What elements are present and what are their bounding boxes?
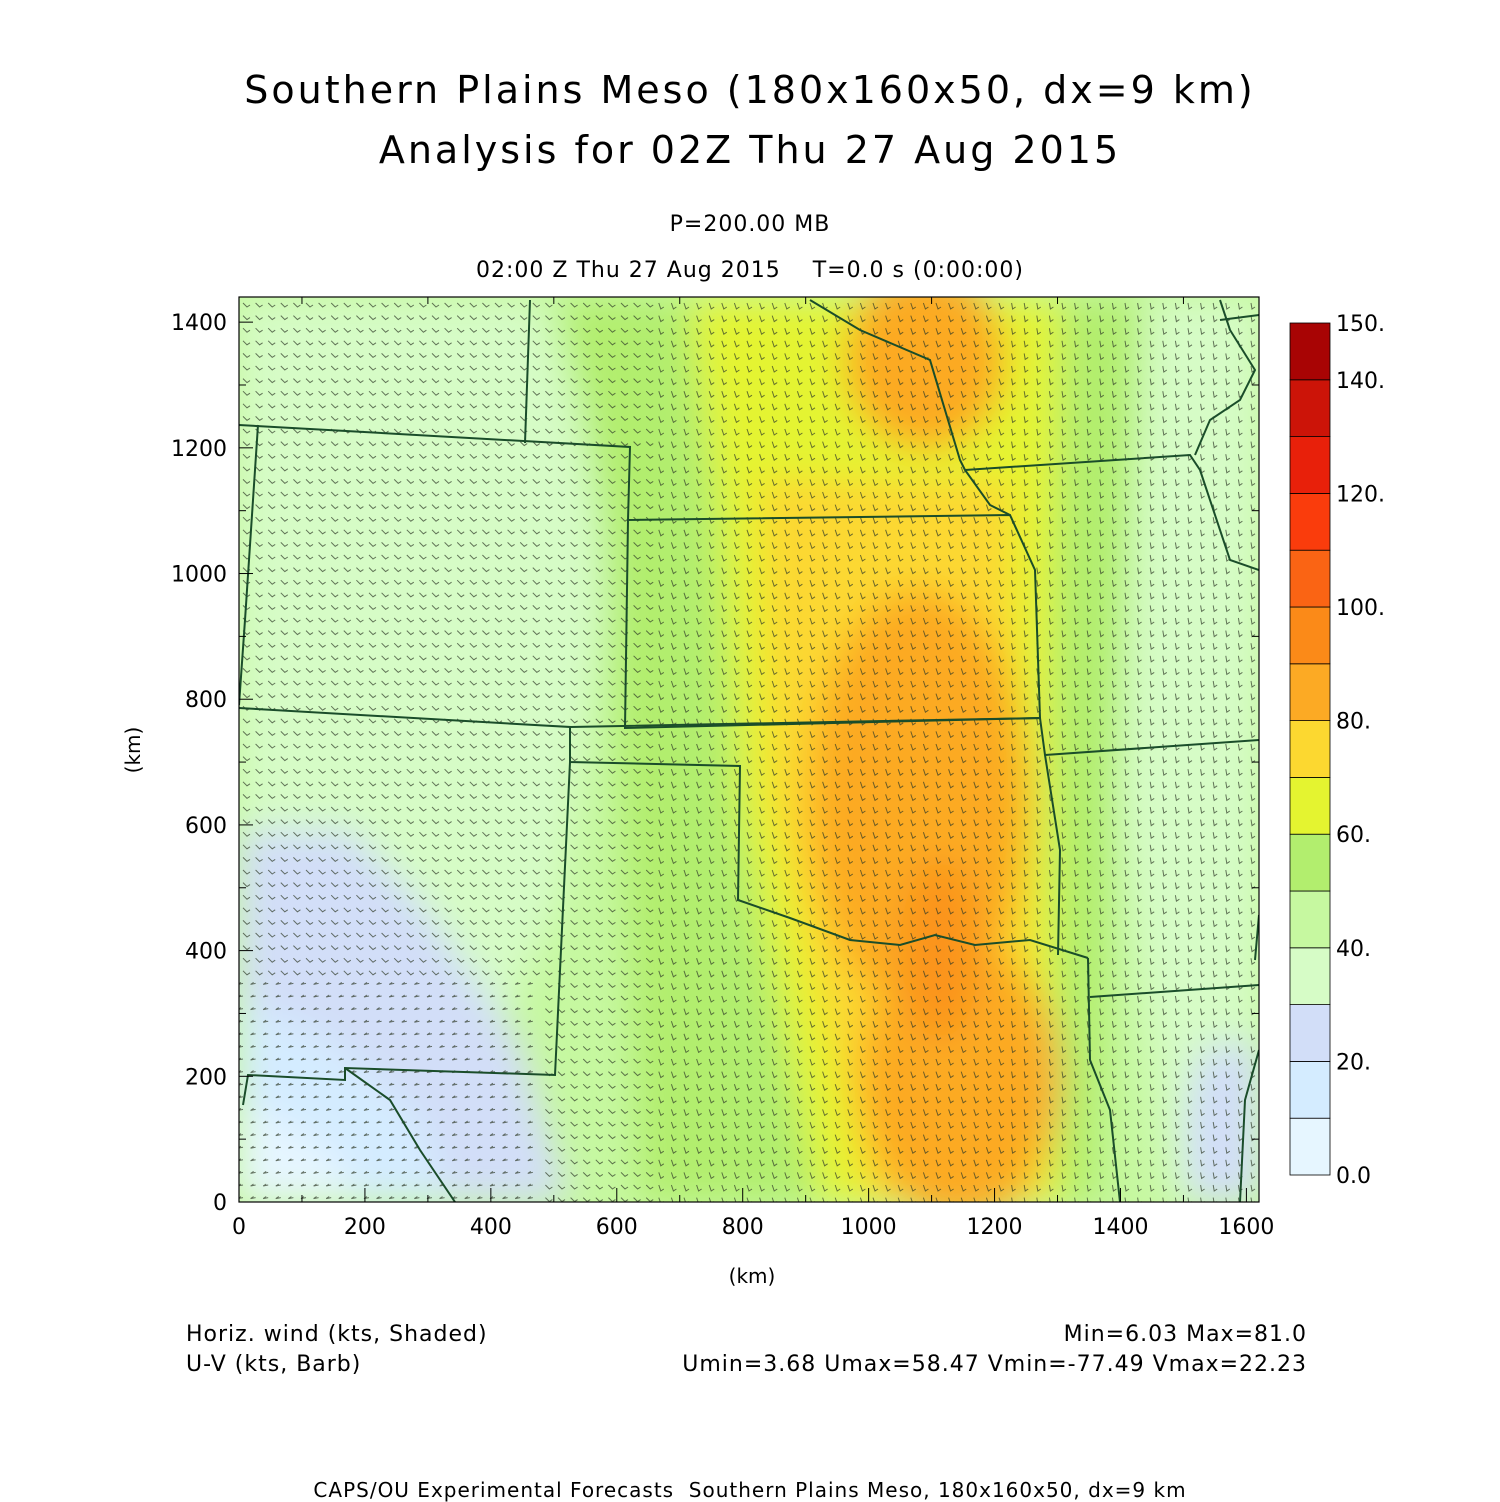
colorbar-label: 20. [1336, 1050, 1371, 1075]
colorbar-segment [1289, 890, 1331, 949]
colorbar-label: 40. [1336, 937, 1371, 962]
uv-stats: Umin=3.68 Umax=58.47 Vmin=-77.49 Vmax=22… [682, 1352, 1307, 1377]
colorbar-segment [1289, 777, 1331, 835]
valid-time: 02:00 Z Thu 27 Aug 2015 T=0.0 s (0:00:00… [476, 258, 1024, 283]
colorbar-segment [1289, 663, 1331, 721]
axes: 0 200 400 600 800 1000 1200 1400 1600 0 200 400 600 8… [121, 297, 1274, 1288]
colorbar-segment [1289, 606, 1331, 665]
x-tick-label: 0 [232, 1215, 246, 1240]
x-tick-label: 1400 [1092, 1215, 1148, 1240]
colorbar-segment [1289, 1061, 1331, 1119]
x-tick-label: 200 [344, 1215, 386, 1240]
colorbar-segment [1289, 1004, 1331, 1062]
x-axis-label: (km) [729, 1264, 776, 1288]
y-tick-label: 600 [185, 814, 227, 839]
y-tick-label: 1200 [171, 437, 227, 462]
credit-line: CAPS/OU Experimental Forecasts Southern … [313, 1478, 1187, 1502]
colorbar-segment [1289, 947, 1331, 1005]
x-tick-label: 1200 [967, 1215, 1023, 1240]
x-tick-label: 600 [596, 1215, 638, 1240]
colorbar-segment [1289, 720, 1331, 778]
speed-stats: Min=6.03 Max=81.0 [1063, 1322, 1307, 1347]
y-tick-label: 200 [185, 1065, 227, 1090]
colorbar-segment [1289, 436, 1331, 494]
y-tick-label: 400 [185, 940, 227, 965]
state-borders [239, 299, 1259, 1202]
colorbar-label: 120. [1336, 482, 1385, 507]
colorbar-label: 150. [1336, 312, 1385, 337]
title-line-2: Analysis for 02Z Thu 27 Aug 2015 [378, 128, 1122, 172]
colorbar-label: 100. [1336, 596, 1385, 621]
x-tick-label: 1000 [841, 1215, 897, 1240]
x-tick-label: 1600 [1218, 1215, 1274, 1240]
colorbar-label: 140. [1336, 369, 1385, 394]
colorbar-segment [1289, 379, 1331, 437]
y-tick-label: 800 [185, 688, 227, 713]
barb-field-label: U-V (kts, Barb) [186, 1352, 362, 1377]
x-tick-label: 400 [470, 1215, 512, 1240]
y-axis-label: (km) [121, 727, 145, 774]
colorbar-segment [1289, 549, 1331, 608]
pressure-level: P=200.00 MB [669, 212, 831, 237]
y-tick-label: 1000 [171, 563, 227, 588]
colorbar-segment [1289, 322, 1331, 381]
plot-frame [238, 296, 1260, 1203]
y-tick-label: 0 [213, 1191, 227, 1216]
colorbar: 0.0 20. 40. 60. 80. 100. 120. 140. 150. [1289, 312, 1385, 1189]
colorbar-segment [1289, 492, 1331, 551]
y-tick-label: 1400 [171, 311, 227, 336]
wind-speed-shading [239, 297, 1259, 1202]
x-tick-label: 800 [722, 1215, 764, 1240]
shaded-field-label: Horiz. wind (kts, Shaded) [186, 1322, 488, 1347]
title-line-1: Southern Plains Meso (180x160x50, dx=9 k… [244, 68, 1256, 112]
colorbar-label: 0.0 [1336, 1164, 1371, 1189]
colorbar-label: 60. [1336, 823, 1371, 848]
colorbar-label: 80. [1336, 710, 1371, 735]
wind-barbs [239, 302, 1256, 1202]
wind-barb-field [239, 302, 1256, 1202]
colorbar-segment [1289, 1117, 1331, 1176]
colorbar-segment [1289, 833, 1331, 892]
